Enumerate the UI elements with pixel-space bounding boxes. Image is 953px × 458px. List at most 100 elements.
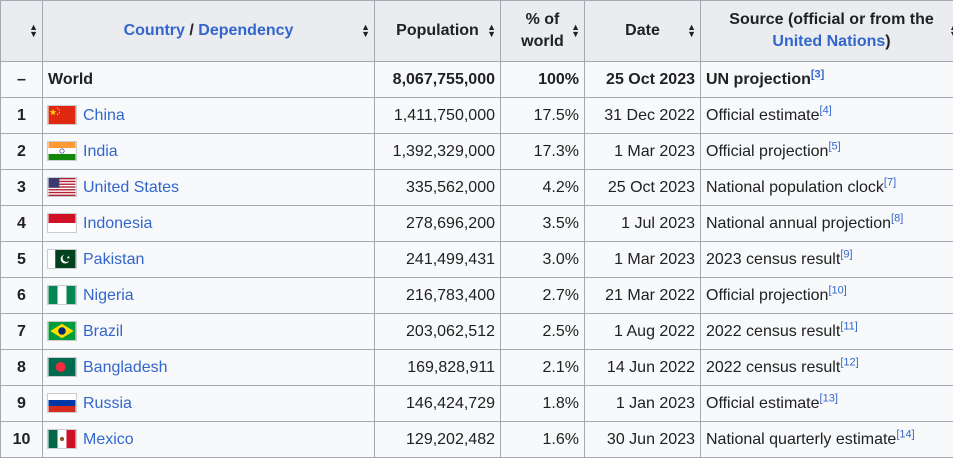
country-link[interactable]: China xyxy=(83,107,125,124)
country-cell: Indonesia xyxy=(43,206,375,242)
india-flag-icon xyxy=(48,142,76,160)
reference-link[interactable]: [11] xyxy=(840,320,858,332)
country-link[interactable]: Mexico xyxy=(83,431,134,448)
country-link[interactable]: Country xyxy=(124,22,185,39)
date-cell: 25 Oct 2023 xyxy=(585,62,701,98)
population-header-label: Population xyxy=(396,20,479,42)
mexico-flag-icon xyxy=(48,430,76,448)
dependency-link[interactable]: Dependency xyxy=(198,22,293,39)
source-cell: Official projection[5] xyxy=(701,134,953,170)
country-link[interactable]: Indonesia xyxy=(83,215,152,232)
percent-cell: 3.0% xyxy=(501,242,585,278)
source-cell: National quarterly estimate[14] xyxy=(701,422,953,458)
date-column-header[interactable]: Date ▲▼ xyxy=(585,1,701,62)
date-cell: 1 Aug 2022 xyxy=(585,314,701,350)
population-cell: 1,392,329,000 xyxy=(375,134,501,170)
rank-column-header[interactable]: ▲▼ xyxy=(1,1,43,62)
country-link[interactable]: United States xyxy=(83,179,179,196)
reference-link[interactable]: [10] xyxy=(828,284,846,296)
source-header-suffix: ) xyxy=(885,33,890,50)
country-link[interactable]: Nigeria xyxy=(83,287,134,304)
population-cell: 216,783,400 xyxy=(375,278,501,314)
country-cell: India xyxy=(43,134,375,170)
country-link[interactable]: Pakistan xyxy=(83,251,144,268)
reference-link[interactable]: [12] xyxy=(840,356,858,368)
usa-flag-icon xyxy=(48,178,76,196)
source-text: 2022 census result xyxy=(706,359,840,376)
sort-icon[interactable]: ▲▼ xyxy=(29,24,38,38)
population-column-header[interactable]: Population ▲▼ xyxy=(375,1,501,62)
percent-cell: 3.5% xyxy=(501,206,585,242)
reference-link[interactable]: [5] xyxy=(828,140,840,152)
source-text: UN projection xyxy=(706,71,811,88)
rank-cell: 1 xyxy=(1,98,43,134)
country-separator: / xyxy=(185,22,198,39)
rank-cell: 8 xyxy=(1,350,43,386)
country-link[interactable]: Russia xyxy=(83,395,132,412)
percent-cell: 4.2% xyxy=(501,170,585,206)
country-cell: Bangladesh xyxy=(43,350,375,386)
country-cell: Pakistan xyxy=(43,242,375,278)
source-cell: Official estimate[13] xyxy=(701,386,953,422)
rank-cell: 4 xyxy=(1,206,43,242)
date-cell: 30 Jun 2023 xyxy=(585,422,701,458)
rank-cell: 7 xyxy=(1,314,43,350)
reference-link[interactable]: [3] xyxy=(811,68,824,80)
source-text: Official estimate xyxy=(706,107,820,124)
rank-cell: 2 xyxy=(1,134,43,170)
date-cell: 21 Mar 2022 xyxy=(585,278,701,314)
source-text: 2023 census result xyxy=(706,251,840,268)
reference-link[interactable]: [9] xyxy=(840,248,852,260)
country-cell: China xyxy=(43,98,375,134)
country-cell: United States xyxy=(43,170,375,206)
date-cell: 1 Jul 2023 xyxy=(585,206,701,242)
percent-cell: 2.5% xyxy=(501,314,585,350)
source-cell: 2023 census result[9] xyxy=(701,242,953,278)
country-link[interactable]: Brazil xyxy=(83,323,123,340)
date-cell: 31 Dec 2022 xyxy=(585,98,701,134)
rank-cell: – xyxy=(1,62,43,98)
reference-link[interactable]: [4] xyxy=(820,104,832,116)
country-column-header[interactable]: Country / Dependency ▲▼ xyxy=(43,1,375,62)
source-cell: National annual projection[8] xyxy=(701,206,953,242)
source-text: Official projection xyxy=(706,143,828,160)
rank-cell: 3 xyxy=(1,170,43,206)
reference-link[interactable]: [8] xyxy=(891,212,903,224)
date-cell: 1 Mar 2023 xyxy=(585,242,701,278)
date-cell: 1 Jan 2023 xyxy=(585,386,701,422)
indonesia-flag-icon xyxy=(48,214,76,232)
country-link[interactable]: Bangladesh xyxy=(83,359,168,376)
source-cell: Official projection[10] xyxy=(701,278,953,314)
united-nations-link[interactable]: United Nations xyxy=(772,33,885,50)
brazil-flag-icon xyxy=(48,322,76,340)
percent-cell: 17.5% xyxy=(501,98,585,134)
source-cell: 2022 census result[12] xyxy=(701,350,953,386)
source-text: Official estimate xyxy=(706,395,820,412)
reference-link[interactable]: [13] xyxy=(820,392,838,404)
percent-cell: 1.8% xyxy=(501,386,585,422)
sort-icon[interactable]: ▲▼ xyxy=(949,24,953,38)
source-text: Official projection xyxy=(706,287,828,304)
source-header-label: Source (official or from the xyxy=(729,11,933,28)
sort-icon[interactable]: ▲▼ xyxy=(361,24,370,38)
reference-link[interactable]: [14] xyxy=(896,428,914,440)
date-cell: 14 Jun 2022 xyxy=(585,350,701,386)
country-link[interactable]: India xyxy=(83,143,118,160)
country-cell: Mexico xyxy=(43,422,375,458)
sort-icon[interactable]: ▲▼ xyxy=(687,24,696,38)
nigeria-flag-icon xyxy=(48,286,76,304)
source-column-header[interactable]: Source (official or from the United Nati… xyxy=(701,1,953,62)
sort-icon[interactable]: ▲▼ xyxy=(571,24,580,38)
source-cell: National population clock[7] xyxy=(701,170,953,206)
reference-link[interactable]: [7] xyxy=(884,176,896,188)
sort-icon[interactable]: ▲▼ xyxy=(487,24,496,38)
pakistan-flag-icon xyxy=(48,250,76,268)
country-cell: Nigeria xyxy=(43,278,375,314)
percent-column-header[interactable]: % of world ▲▼ xyxy=(501,1,585,62)
